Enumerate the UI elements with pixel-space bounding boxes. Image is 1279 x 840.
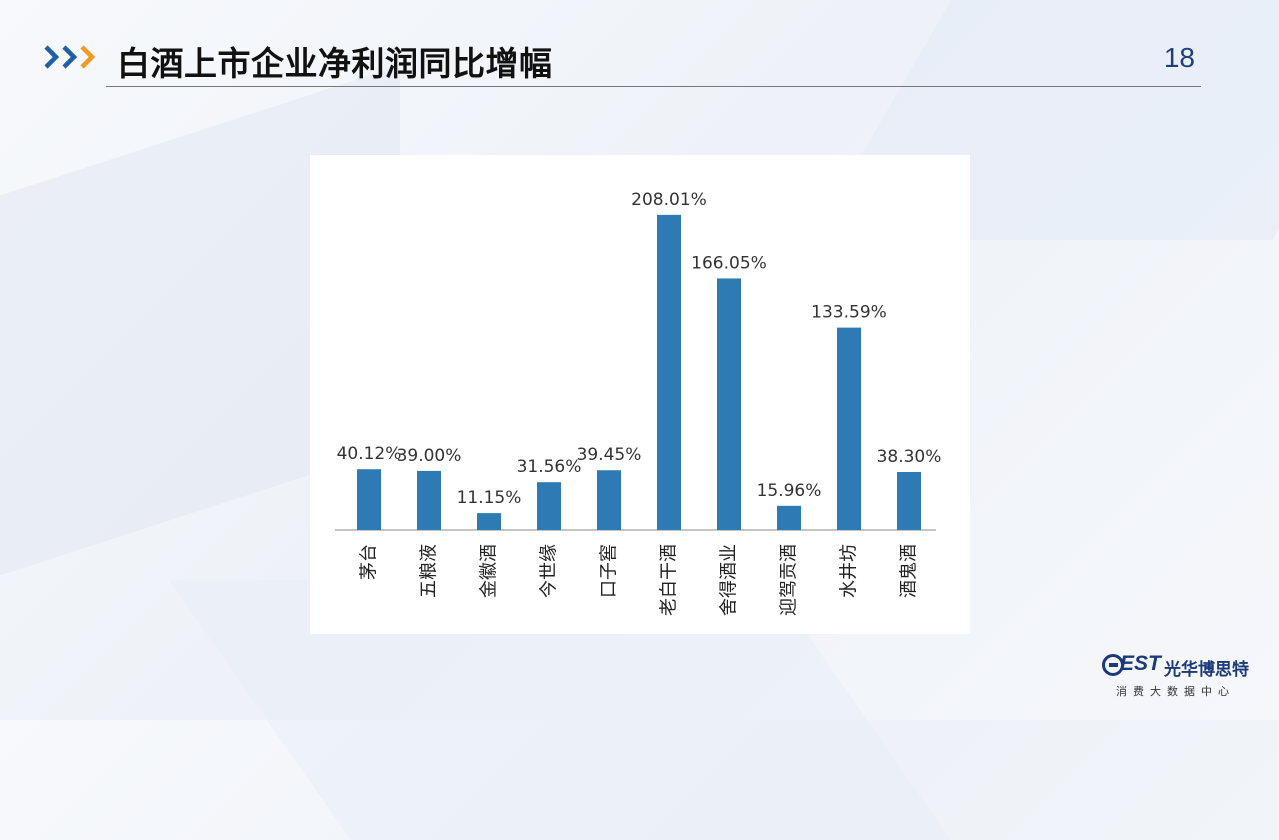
category-label: 五粮液 <box>419 544 440 598</box>
bar <box>477 513 501 530</box>
bar <box>357 469 381 530</box>
data-label: 133.59% <box>811 303 887 323</box>
data-label: 39.45% <box>577 445 642 465</box>
logo-subtitle: 消费大数据中心 <box>1116 685 1235 698</box>
chevrons-icon <box>44 45 96 69</box>
company-logo: EST 光华博思特 消费大数据中心 <box>1102 652 1272 702</box>
category-label: 老白干酒 <box>659 544 680 616</box>
bar-chart: 40.12% 茅台 39.00% 五粮液 11.15% 金徽酒 31.56% 今世缘 39.45… <box>335 190 942 616</box>
logo-brand: EST <box>1120 652 1161 675</box>
category-label: 舍得酒业 <box>719 544 740 616</box>
bar <box>837 327 861 530</box>
chart-panel: 40.12% 茅台 39.00% 五粮液 11.15% 金徽酒 31.56% 今世缘 39.45… <box>310 155 970 634</box>
category-label: 金徽酒 <box>479 544 500 598</box>
category-label: 茅台 <box>359 544 380 580</box>
logo-mark-icon <box>1102 654 1124 676</box>
data-label: 39.00% <box>397 446 462 466</box>
page-number: 18 <box>1163 42 1195 73</box>
data-label: 15.96% <box>757 481 822 501</box>
data-label: 40.12% <box>337 444 402 464</box>
category-label: 今世缘 <box>539 544 560 598</box>
bar <box>597 470 621 530</box>
bar <box>717 278 741 530</box>
data-label: 11.15% <box>457 488 522 508</box>
data-label: 31.56% <box>517 457 582 477</box>
logo-name: 光华博思特 <box>1164 660 1249 680</box>
category-label: 酒鬼酒 <box>899 544 920 598</box>
bar <box>417 470 441 530</box>
bar <box>777 505 801 530</box>
bar <box>897 471 921 530</box>
slide-header: 白酒上市企业净利润同比增幅 18 <box>42 36 1202 88</box>
header-divider <box>106 86 1201 87</box>
bar <box>537 482 561 530</box>
data-label: 166.05% <box>691 253 767 273</box>
data-label: 38.30% <box>877 447 942 467</box>
category-label: 水井坊 <box>839 544 860 598</box>
data-label: 208.01% <box>631 190 707 210</box>
page-title: 白酒上市企业净利润同比增幅 <box>117 44 553 83</box>
bar <box>657 214 681 530</box>
category-label: 迎驾贡酒 <box>779 544 800 616</box>
category-label: 口子窖 <box>599 544 620 598</box>
